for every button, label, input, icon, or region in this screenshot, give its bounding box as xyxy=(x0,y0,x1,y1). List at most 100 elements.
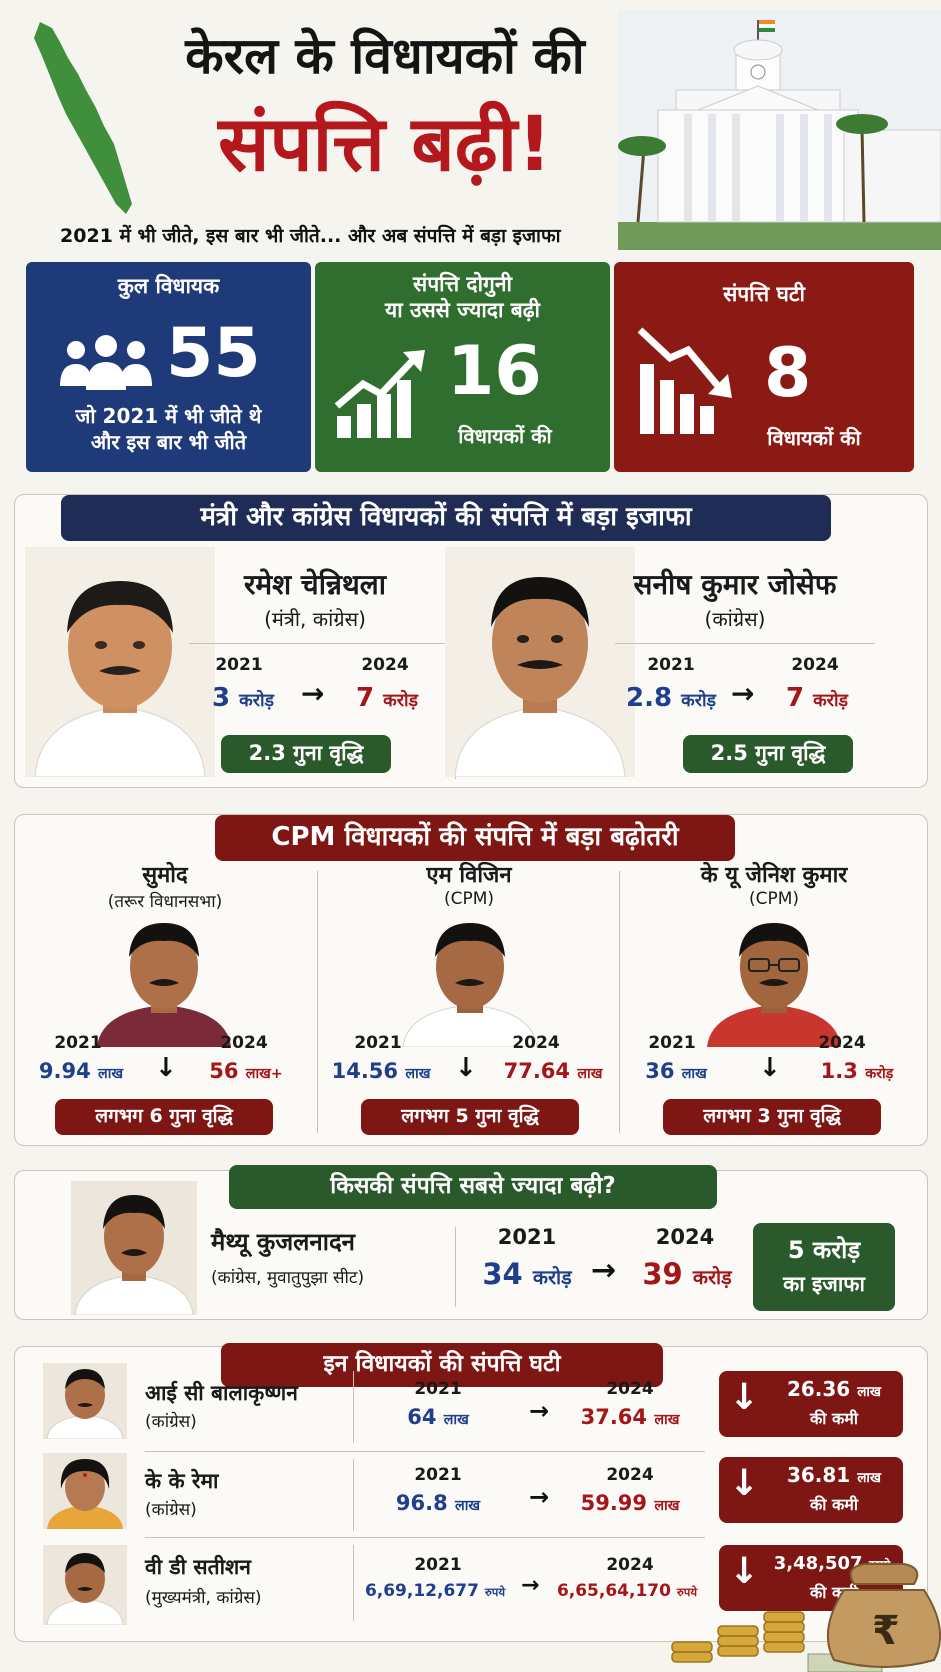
year-old: 2021 xyxy=(647,655,695,675)
ku-jenish-kumar-photo xyxy=(707,923,841,1047)
stat-total-heading: कुल विधायक xyxy=(117,274,220,298)
stat-doubled-heading-2: या उससे ज्यादा बढ़ी xyxy=(385,298,540,322)
stat-total-value: 55 xyxy=(166,314,261,393)
year-new: 2024 xyxy=(606,1379,654,1399)
divider xyxy=(189,643,449,644)
decrease-badge: ↓ 26.36 लाख की कमी xyxy=(719,1371,903,1437)
mla-party: (CPM) xyxy=(748,889,800,909)
year-new: 2024 xyxy=(791,655,839,675)
mla-party: (मंत्री, कांग्रेस) xyxy=(264,607,366,631)
rupee-icon: ₹ xyxy=(872,1608,900,1654)
mla-name: के के रेमा xyxy=(145,1469,219,1493)
stat-card-total-mlas: कुल विधायक 55 जो 2021 में भी जीते थे और … xyxy=(26,262,311,472)
stat-decreased-heading: संपत्ति घटी xyxy=(723,282,805,306)
divider xyxy=(145,1537,705,1538)
vd-satheesan-photo xyxy=(43,1545,127,1625)
growth-badge: 2.3 गुना वृद्धि xyxy=(221,735,391,773)
value-old: 9.94 लाख xyxy=(38,1059,124,1083)
mla-name: सनीष कुमार जोसेफ xyxy=(633,568,837,601)
mla-party: (मुख्यमंत्री, कांग्रेस) xyxy=(145,1588,262,1608)
arrow-right-icon: → xyxy=(731,677,755,710)
year-new: 2024 xyxy=(220,1033,268,1053)
increase-badge: 5 करोड़ का इजाफा xyxy=(753,1223,895,1311)
ic-balakrishnan-photo xyxy=(43,1363,127,1439)
mla-party: (CPM) xyxy=(443,889,495,909)
increase-amount: 5 करोड़ xyxy=(787,1236,861,1264)
top-gainer-name: मैथ्यू कुजलनादन xyxy=(211,1228,356,1256)
divider xyxy=(353,1459,354,1531)
value-new: 77.64 लाख xyxy=(503,1059,603,1083)
value-old: 2.8 करोड़ xyxy=(626,683,716,713)
kk-rema-photo xyxy=(43,1453,127,1529)
value-old: 34 करोड़ xyxy=(482,1257,572,1291)
divider xyxy=(317,871,318,1133)
mla-name: वी डी सतीशन xyxy=(145,1555,251,1579)
year-old: 2021 xyxy=(497,1225,557,1249)
value-new: 6,65,64,170 रुपये xyxy=(556,1581,698,1601)
divider xyxy=(615,643,875,644)
divider xyxy=(353,1371,354,1443)
kerala-map-icon xyxy=(34,22,132,214)
year-new: 2024 xyxy=(655,1225,715,1249)
year-old: 2021 xyxy=(414,1465,462,1485)
decrease-badge: ↓ 36.81 लाख की कमी xyxy=(719,1457,903,1523)
arrow-down-icon: ↓ xyxy=(729,1463,760,1504)
congress-mlas-panel: मंत्री और कांग्रेस विधायकों की संपत्ति म… xyxy=(14,494,928,788)
increase-caption: का इजाफा xyxy=(783,1272,865,1296)
page-title-line2: संपत्ति बढ़ी! xyxy=(218,99,552,188)
value-new: 7 करोड़ xyxy=(356,683,418,713)
divider xyxy=(145,1451,705,1452)
stat-doubled-heading-1: संपत्ति दोगुनी xyxy=(413,272,512,296)
arrow-right-icon: → xyxy=(529,1397,550,1425)
arrow-down-icon: ↓ xyxy=(455,1053,477,1083)
growth-chart-icon xyxy=(334,350,425,438)
growth-badge: लगभग 3 गुना वृद्धि xyxy=(663,1099,881,1135)
stat-decreased-value: 8 xyxy=(764,334,812,413)
value-new: 37.64 लाख xyxy=(580,1405,680,1429)
stat-card-doubled: संपत्ति दोगुनी या उससे ज्यादा बढ़ी 16 वि… xyxy=(315,262,610,472)
mla-name: रमेश चेन्निथला xyxy=(243,568,387,601)
page-subtitle: 2021 में भी जीते, इस बार भी जीते... और अ… xyxy=(60,225,561,247)
saneesh-kumar-joseph-photo xyxy=(445,547,635,777)
mathew-kuzhalnadan-photo xyxy=(71,1181,197,1315)
year-old: 2021 xyxy=(215,655,263,675)
growth-badge: लगभग 5 गुना वृद्धि xyxy=(361,1099,579,1135)
arrow-down-icon: ↓ xyxy=(155,1053,177,1083)
mla-name: आई सी बालाकृष्णन xyxy=(145,1381,298,1405)
mla-party: (तरूर विधानसभा) xyxy=(107,892,223,912)
growth-badge: लगभग 6 गुना वृद्धि xyxy=(55,1099,273,1135)
value-old: 14.56 लाख xyxy=(331,1059,431,1083)
mla-party: (कांग्रेस) xyxy=(145,1412,197,1432)
value-old: 36 लाख xyxy=(645,1059,707,1083)
mla-party: (कांग्रेस) xyxy=(704,607,766,631)
year-old: 2021 xyxy=(648,1033,696,1053)
decrease-amount: 36.81 लाख xyxy=(786,1463,882,1487)
year-old: 2021 xyxy=(414,1379,462,1399)
top-gainer-panel: किसकी संपत्ति सबसे ज्यादा बढ़ी? मैथ्यू क… xyxy=(14,1165,928,1320)
value-old: 64 लाख xyxy=(407,1405,469,1429)
stat-total-caption-1: जो 2021 में भी जीते थे xyxy=(75,404,262,428)
value-new: 39 करोड़ xyxy=(642,1257,732,1291)
year-new: 2024 xyxy=(606,1555,654,1575)
stat-card-decreased: संपत्ति घटी 8 विधायकों की xyxy=(614,262,914,472)
decline-chart-icon xyxy=(637,327,732,434)
decrease-caption: की कमी xyxy=(809,1409,858,1428)
mla-name: एम विजिन xyxy=(426,863,512,888)
growth-badge: 2.5 गुना वृद्धि xyxy=(683,735,853,773)
mla-name: सुमोद xyxy=(142,863,188,888)
mla-name: के यू जेनिश कुमार xyxy=(700,863,848,888)
divider xyxy=(455,1227,456,1307)
sumod-photo xyxy=(97,923,231,1047)
value-new: 59.99 लाख xyxy=(580,1491,680,1515)
year-new: 2024 xyxy=(512,1033,560,1053)
value-old: 6,69,12,677 रुपये xyxy=(364,1581,506,1601)
divider xyxy=(353,1545,354,1621)
value-old: 3 करोड़ xyxy=(212,683,274,713)
arrow-right-icon: → xyxy=(591,1253,617,1288)
decline-heading: इन विधायकों की संपत्ति घटी xyxy=(221,1343,663,1387)
arrow-right-icon: → xyxy=(529,1483,550,1511)
arrow-down-icon: ↓ xyxy=(729,1377,760,1418)
arrow-right-icon: → xyxy=(301,677,325,710)
divider xyxy=(619,871,620,1133)
arrow-down-icon: ↓ xyxy=(729,1551,760,1592)
